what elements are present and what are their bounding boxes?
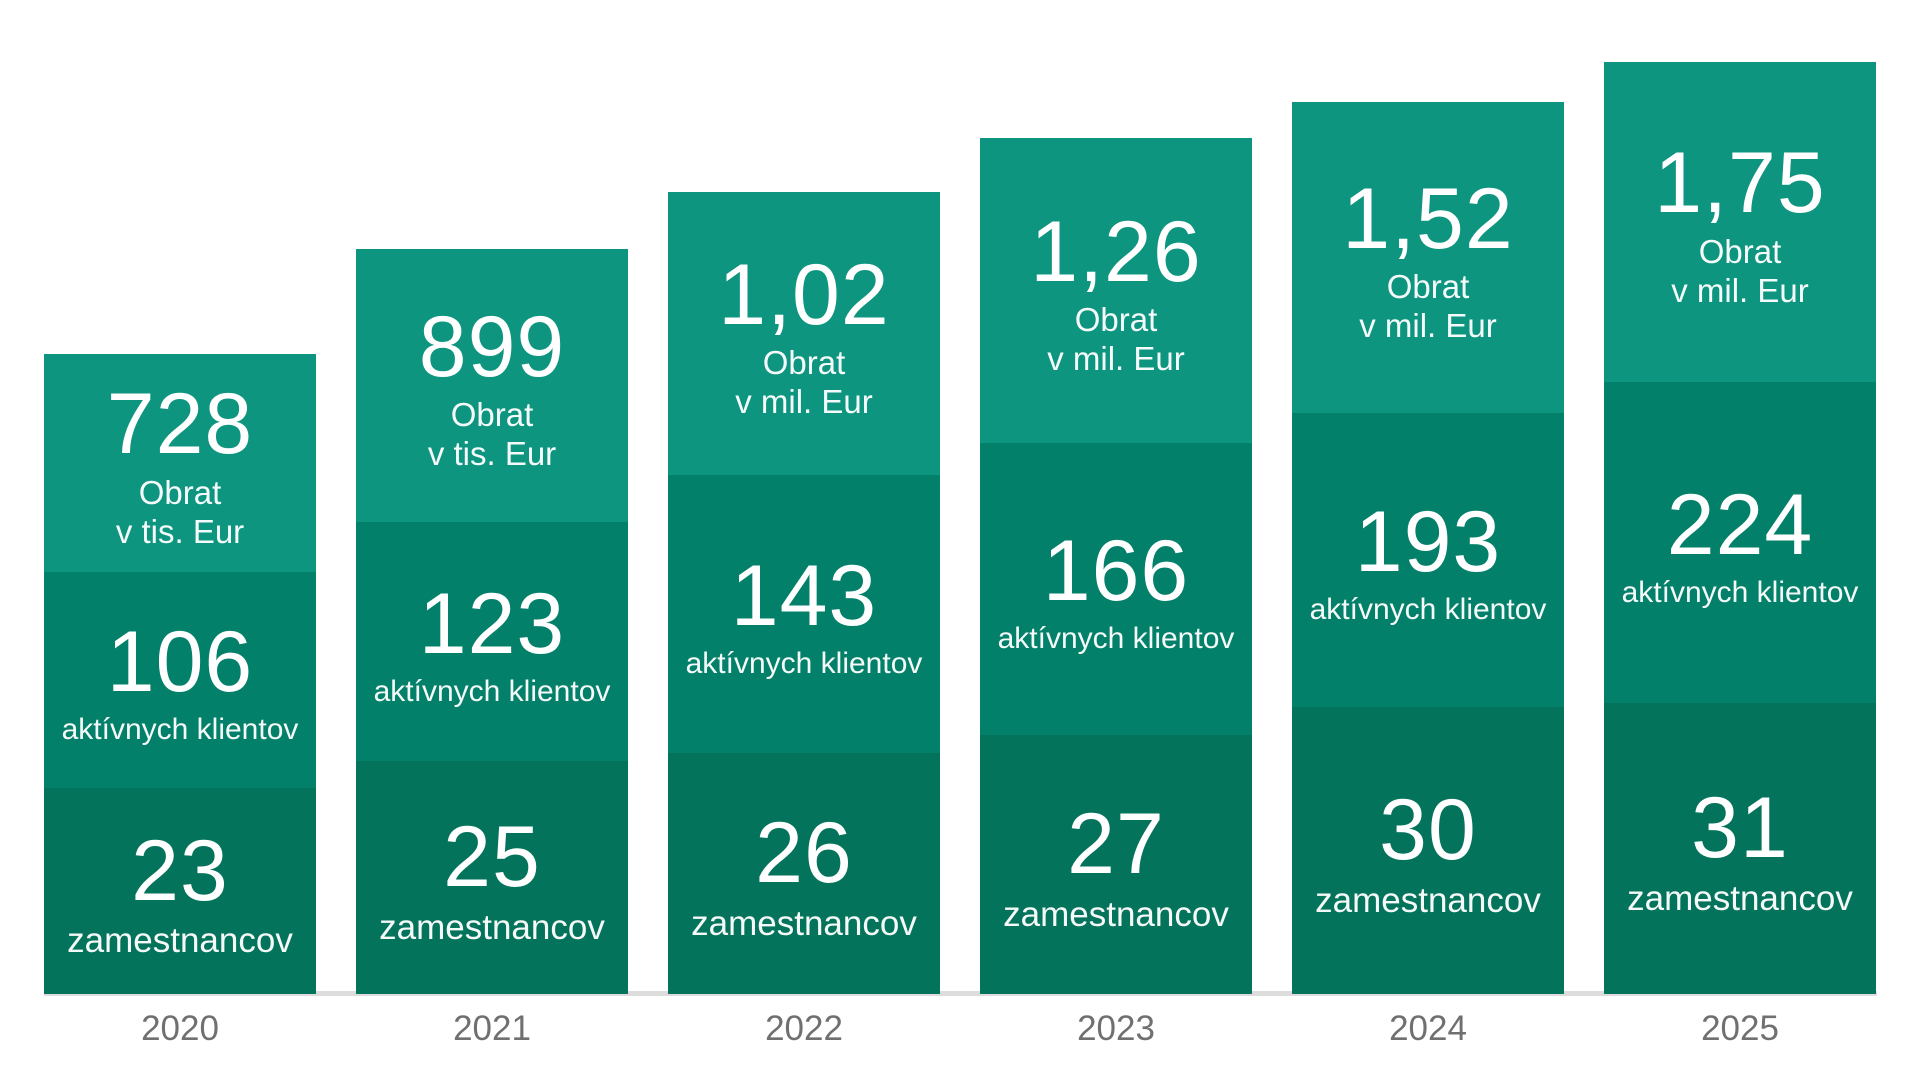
x-axis-label-2021: 2021 xyxy=(453,1009,531,1048)
employees-unit-label: zamestnancov xyxy=(1003,894,1229,934)
employees-unit-label: zamestnancov xyxy=(67,921,293,961)
x-axis-label-2022: 2022 xyxy=(765,1009,843,1048)
bar-2024-segment-turnover: 1,52 Obrat v mil. Eur xyxy=(1292,102,1564,413)
segment-text: 27 zamestnancov xyxy=(1003,796,1229,935)
clients-unit-label: aktívnych klientov xyxy=(373,674,611,708)
clients-unit-label: aktívnych klientov xyxy=(685,647,923,681)
bar-2023: 1,26 Obrat v mil. Eur 166 aktívnych klientov… xyxy=(980,138,1252,994)
segment-text: 193 aktívnych klientov xyxy=(1309,494,1547,627)
bar-2023-segment-employees: 27 zamestnancov xyxy=(980,735,1252,994)
employees-value-label: 27 xyxy=(1067,796,1165,892)
clients-unit-label: aktívnych klientov xyxy=(997,622,1235,656)
employees-unit-label: zamestnancov xyxy=(691,903,917,943)
clients-value-label: 224 xyxy=(1666,476,1814,573)
bar-2024-segment-clients: 193 aktívnych klientov xyxy=(1292,413,1564,707)
clients-value-label: 143 xyxy=(730,548,878,645)
segment-text: 899 Obrat v tis. Eur xyxy=(418,298,566,475)
bar-2021-segment-clients: 123 aktívnych klientov xyxy=(356,522,628,761)
segment-text: 25 zamestnancov xyxy=(379,809,605,948)
clients-unit-label: aktívnych klientov xyxy=(61,713,299,747)
turnover-unit-label: v mil. Eur xyxy=(1671,271,1809,309)
bar-2025-segment-turnover: 1,75 Obrat v mil. Eur xyxy=(1604,62,1876,382)
bar-2021: 899 Obrat v tis. Eur 123 aktívnych klientov 2… xyxy=(356,249,628,994)
turnover-value-label: 1,26 xyxy=(1030,203,1202,300)
employees-unit-label: zamestnancov xyxy=(1315,880,1541,920)
employees-value-label: 30 xyxy=(1379,782,1477,878)
employees-value-label: 23 xyxy=(131,822,229,919)
employees-value-label: 25 xyxy=(443,809,541,905)
x-axis-label-2025: 2025 xyxy=(1701,1009,1779,1048)
segment-text: 1,26 Obrat v mil. Eur xyxy=(1030,203,1202,380)
turnover-value-label: 1,52 xyxy=(1342,170,1514,267)
turnover-unit-label: Obrat xyxy=(1386,268,1470,306)
employees-unit-label: zamestnancov xyxy=(379,907,605,947)
bar-2020: 728 Obrat v tis. Eur 106 aktívnych klientov 2… xyxy=(44,354,316,994)
segment-text: 123 aktívnych klientov xyxy=(373,575,611,709)
segment-text: 728 Obrat v tis. Eur xyxy=(106,376,254,552)
segment-text: 23 zamestnancov xyxy=(67,822,293,962)
turnover-value-label: 728 xyxy=(106,376,254,473)
employees-value-label: 31 xyxy=(1691,780,1789,876)
clients-value-label: 123 xyxy=(418,575,566,672)
bar-2022: 1,02 Obrat v mil. Eur 143 aktívnych klientov… xyxy=(668,192,940,994)
employees-value-label: 26 xyxy=(755,805,853,901)
segment-text: 106 aktívnych klientov xyxy=(61,614,299,747)
bar-2022-segment-turnover: 1,02 Obrat v mil. Eur xyxy=(668,192,940,475)
clients-value-label: 166 xyxy=(1042,523,1190,620)
bar-2022-segment-employees: 26 zamestnancov xyxy=(668,753,940,994)
segment-text: 224 aktívnych klientov xyxy=(1621,476,1859,610)
turnover-unit-label: Obrat xyxy=(762,344,846,382)
turnover-unit-label: Obrat xyxy=(138,473,222,511)
bar-2020-segment-clients: 106 aktívnych klientov xyxy=(44,572,316,788)
bar-2024-segment-employees: 30 zamestnancov xyxy=(1292,707,1564,994)
turnover-unit-label: v mil. Eur xyxy=(1359,307,1497,345)
x-axis-label-2020: 2020 xyxy=(141,1009,219,1048)
segment-text: 1,52 Obrat v mil. Eur xyxy=(1342,170,1514,347)
bar-2022-segment-clients: 143 aktívnych klientov xyxy=(668,475,940,753)
turnover-unit-label: v mil. Eur xyxy=(1047,340,1185,378)
segment-text: 1,75 Obrat v mil. Eur xyxy=(1654,135,1826,311)
clients-unit-label: aktívnych klientov xyxy=(1309,593,1547,627)
employees-unit-label: zamestnancov xyxy=(1627,878,1853,918)
turnover-unit-label: Obrat xyxy=(450,396,534,434)
turnover-unit-label: v mil. Eur xyxy=(735,383,873,421)
segment-text: 26 zamestnancov xyxy=(691,805,917,944)
bar-2021-segment-employees: 25 zamestnancov xyxy=(356,761,628,994)
turnover-value-label: 1,02 xyxy=(718,246,890,343)
clients-value-label: 106 xyxy=(106,614,254,711)
bar-2020-segment-employees: 23 zamestnancov xyxy=(44,788,316,994)
turnover-value-label: 1,75 xyxy=(1654,135,1826,232)
bar-2023-segment-turnover: 1,26 Obrat v mil. Eur xyxy=(980,138,1252,443)
segment-text: 143 aktívnych klientov xyxy=(685,548,923,681)
bar-2024: 1,52 Obrat v mil. Eur 193 aktívnych klientov… xyxy=(1292,102,1564,994)
x-axis-line xyxy=(44,991,1877,996)
turnover-value-label: 899 xyxy=(418,298,566,395)
x-axis-label-2023: 2023 xyxy=(1077,1009,1155,1048)
clients-unit-label: aktívnych klientov xyxy=(1621,575,1859,609)
turnover-unit-label: Obrat xyxy=(1698,232,1782,270)
turnover-unit-label: Obrat xyxy=(1074,301,1158,339)
bar-2025-segment-employees: 31 zamestnancov xyxy=(1604,703,1876,994)
segment-text: 1,02 Obrat v mil. Eur xyxy=(718,246,890,423)
segment-text: 166 aktívnych klientov xyxy=(997,523,1235,656)
x-axis-label-2024: 2024 xyxy=(1389,1009,1467,1048)
bar-2020-segment-turnover: 728 Obrat v tis. Eur xyxy=(44,354,316,572)
bar-2025-segment-clients: 224 aktívnych klientov xyxy=(1604,382,1876,703)
bar-2023-segment-clients: 166 aktívnych klientov xyxy=(980,443,1252,735)
turnover-unit-label: v tis. Eur xyxy=(115,512,245,550)
clients-value-label: 193 xyxy=(1354,494,1502,591)
segment-text: 31 zamestnancov xyxy=(1627,780,1853,919)
bar-2021-segment-turnover: 899 Obrat v tis. Eur xyxy=(356,249,628,522)
segment-text: 30 zamestnancov xyxy=(1315,782,1541,921)
turnover-unit-label: v tis. Eur xyxy=(427,435,557,473)
bar-2025: 1,75 Obrat v mil. Eur 224 aktívnych klientov… xyxy=(1604,62,1876,994)
